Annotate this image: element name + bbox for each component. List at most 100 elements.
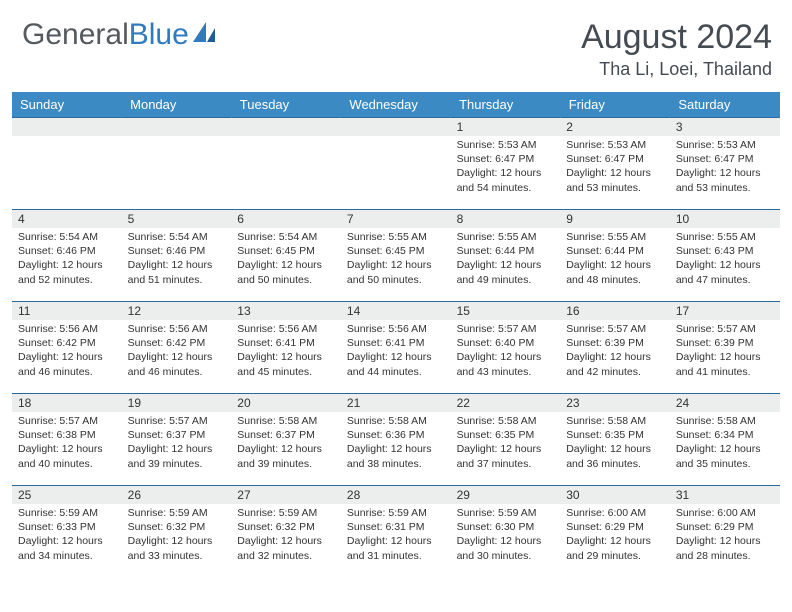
daylight-text: Daylight: 12 hours and 40 minutes. <box>18 442 116 470</box>
day-number: 16 <box>560 302 670 320</box>
calendar-cell: 28Sunrise: 5:59 AMSunset: 6:31 PMDayligh… <box>341 486 451 578</box>
calendar-cell: 6Sunrise: 5:54 AMSunset: 6:45 PMDaylight… <box>231 210 341 302</box>
day-header: Wednesday <box>341 92 451 118</box>
title-block: August 2024 Tha Li, Loei, Thailand <box>581 18 772 80</box>
sunset-text: Sunset: 6:47 PM <box>676 152 774 166</box>
sunset-text: Sunset: 6:47 PM <box>566 152 664 166</box>
calendar-cell: 5Sunrise: 5:54 AMSunset: 6:46 PMDaylight… <box>122 210 232 302</box>
day-number: 15 <box>451 302 561 320</box>
sunset-text: Sunset: 6:38 PM <box>18 428 116 442</box>
day-number: 22 <box>451 394 561 412</box>
calendar-week-row: 11Sunrise: 5:56 AMSunset: 6:42 PMDayligh… <box>12 302 780 394</box>
day-details: Sunrise: 5:57 AMSunset: 6:39 PMDaylight:… <box>670 320 780 383</box>
day-details: Sunrise: 5:53 AMSunset: 6:47 PMDaylight:… <box>451 136 561 199</box>
brand-logo: GeneralBlue <box>22 18 219 52</box>
calendar-cell: 30Sunrise: 6:00 AMSunset: 6:29 PMDayligh… <box>560 486 670 578</box>
daylight-text: Daylight: 12 hours and 51 minutes. <box>128 258 226 286</box>
sunset-text: Sunset: 6:32 PM <box>128 520 226 534</box>
daylight-text: Daylight: 12 hours and 38 minutes. <box>347 442 445 470</box>
daylight-text: Daylight: 12 hours and 53 minutes. <box>566 166 664 194</box>
day-number: 11 <box>12 302 122 320</box>
daylight-text: Daylight: 12 hours and 54 minutes. <box>457 166 555 194</box>
sunrise-text: Sunrise: 5:58 AM <box>237 414 335 428</box>
daylight-text: Daylight: 12 hours and 33 minutes. <box>128 534 226 562</box>
daylight-text: Daylight: 12 hours and 42 minutes. <box>566 350 664 378</box>
day-number: 6 <box>231 210 341 228</box>
sunset-text: Sunset: 6:42 PM <box>128 336 226 350</box>
sunset-text: Sunset: 6:35 PM <box>457 428 555 442</box>
daylight-text: Daylight: 12 hours and 28 minutes. <box>676 534 774 562</box>
day-number: 8 <box>451 210 561 228</box>
calendar-cell: 15Sunrise: 5:57 AMSunset: 6:40 PMDayligh… <box>451 302 561 394</box>
sunrise-text: Sunrise: 5:59 AM <box>457 506 555 520</box>
calendar-cell: 2Sunrise: 5:53 AMSunset: 6:47 PMDaylight… <box>560 118 670 210</box>
day-details: Sunrise: 5:57 AMSunset: 6:40 PMDaylight:… <box>451 320 561 383</box>
calendar-cell: 11Sunrise: 5:56 AMSunset: 6:42 PMDayligh… <box>12 302 122 394</box>
sunrise-text: Sunrise: 5:58 AM <box>347 414 445 428</box>
day-number <box>122 118 232 136</box>
day-number: 18 <box>12 394 122 412</box>
daylight-text: Daylight: 12 hours and 46 minutes. <box>18 350 116 378</box>
day-number: 2 <box>560 118 670 136</box>
page-header: GeneralBlue August 2024 Tha Li, Loei, Th… <box>0 0 792 86</box>
sail-icon <box>193 18 219 52</box>
day-number <box>231 118 341 136</box>
sunrise-text: Sunrise: 5:55 AM <box>566 230 664 244</box>
day-details: Sunrise: 5:58 AMSunset: 6:35 PMDaylight:… <box>451 412 561 475</box>
month-title: August 2024 <box>581 18 772 57</box>
sunrise-text: Sunrise: 5:53 AM <box>566 138 664 152</box>
daylight-text: Daylight: 12 hours and 41 minutes. <box>676 350 774 378</box>
calendar-cell: 4Sunrise: 5:54 AMSunset: 6:46 PMDaylight… <box>12 210 122 302</box>
daylight-text: Daylight: 12 hours and 30 minutes. <box>457 534 555 562</box>
calendar-cell: 7Sunrise: 5:55 AMSunset: 6:45 PMDaylight… <box>341 210 451 302</box>
day-number: 31 <box>670 486 780 504</box>
daylight-text: Daylight: 12 hours and 43 minutes. <box>457 350 555 378</box>
daylight-text: Daylight: 12 hours and 32 minutes. <box>237 534 335 562</box>
sunrise-text: Sunrise: 5:58 AM <box>566 414 664 428</box>
daylight-text: Daylight: 12 hours and 35 minutes. <box>676 442 774 470</box>
brand-name-a: General <box>22 18 129 52</box>
sunset-text: Sunset: 6:29 PM <box>566 520 664 534</box>
daylight-text: Daylight: 12 hours and 34 minutes. <box>18 534 116 562</box>
location-label: Tha Li, Loei, Thailand <box>581 59 772 80</box>
day-number: 17 <box>670 302 780 320</box>
day-details: Sunrise: 5:59 AMSunset: 6:33 PMDaylight:… <box>12 504 122 567</box>
day-details: Sunrise: 5:56 AMSunset: 6:42 PMDaylight:… <box>12 320 122 383</box>
sunset-text: Sunset: 6:39 PM <box>676 336 774 350</box>
daylight-text: Daylight: 12 hours and 48 minutes. <box>566 258 664 286</box>
sunset-text: Sunset: 6:36 PM <box>347 428 445 442</box>
daylight-text: Daylight: 12 hours and 31 minutes. <box>347 534 445 562</box>
daylight-text: Daylight: 12 hours and 46 minutes. <box>128 350 226 378</box>
day-details: Sunrise: 5:56 AMSunset: 6:41 PMDaylight:… <box>231 320 341 383</box>
day-number: 28 <box>341 486 451 504</box>
day-header: Tuesday <box>231 92 341 118</box>
day-details: Sunrise: 5:59 AMSunset: 6:31 PMDaylight:… <box>341 504 451 567</box>
sunrise-text: Sunrise: 5:57 AM <box>128 414 226 428</box>
sunrise-text: Sunrise: 5:54 AM <box>237 230 335 244</box>
calendar-cell <box>341 118 451 210</box>
daylight-text: Daylight: 12 hours and 36 minutes. <box>566 442 664 470</box>
day-number: 5 <box>122 210 232 228</box>
day-details: Sunrise: 5:58 AMSunset: 6:35 PMDaylight:… <box>560 412 670 475</box>
day-details: Sunrise: 5:54 AMSunset: 6:45 PMDaylight:… <box>231 228 341 291</box>
day-number: 4 <box>12 210 122 228</box>
sunset-text: Sunset: 6:32 PM <box>237 520 335 534</box>
day-number: 29 <box>451 486 561 504</box>
sunrise-text: Sunrise: 5:56 AM <box>237 322 335 336</box>
day-number: 21 <box>341 394 451 412</box>
day-number <box>12 118 122 136</box>
sunrise-text: Sunrise: 5:53 AM <box>457 138 555 152</box>
sunset-text: Sunset: 6:44 PM <box>457 244 555 258</box>
calendar-cell: 19Sunrise: 5:57 AMSunset: 6:37 PMDayligh… <box>122 394 232 486</box>
sunset-text: Sunset: 6:29 PM <box>676 520 774 534</box>
day-details: Sunrise: 5:53 AMSunset: 6:47 PMDaylight:… <box>560 136 670 199</box>
sunset-text: Sunset: 6:46 PM <box>18 244 116 258</box>
daylight-text: Daylight: 12 hours and 49 minutes. <box>457 258 555 286</box>
day-details: Sunrise: 5:55 AMSunset: 6:45 PMDaylight:… <box>341 228 451 291</box>
sunset-text: Sunset: 6:37 PM <box>237 428 335 442</box>
sunset-text: Sunset: 6:37 PM <box>128 428 226 442</box>
daylight-text: Daylight: 12 hours and 39 minutes. <box>128 442 226 470</box>
day-details: Sunrise: 5:56 AMSunset: 6:42 PMDaylight:… <box>122 320 232 383</box>
day-details: Sunrise: 5:55 AMSunset: 6:43 PMDaylight:… <box>670 228 780 291</box>
day-number: 3 <box>670 118 780 136</box>
